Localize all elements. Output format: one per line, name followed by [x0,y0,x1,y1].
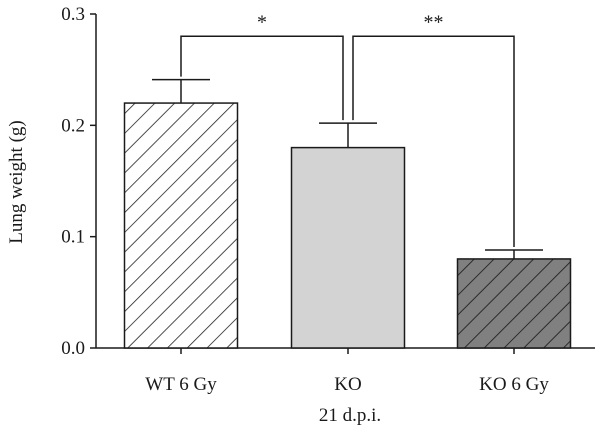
significance-brackets: * ** [180,11,515,248]
category-label: WT 6 Gy [145,374,217,395]
y-tick-label: 0.1 [61,227,85,248]
significance-bracket [352,35,515,248]
category-label: KO [334,374,361,395]
category-label: KO 6 Gy [479,374,549,395]
bar [290,146,406,349]
y-tick-label: 0.2 [61,115,85,136]
bar [123,102,239,349]
y-tick-label: 0.0 [61,338,85,359]
y-axis-title: Lung weight (g) [6,120,27,243]
significance-bracket [180,35,344,121]
x-axis-title: 21 d.p.i. [319,405,381,426]
bars: WT 6 Gy KO KO 6 Gy [123,78,572,395]
significance-label: * [257,11,267,33]
y-tick-label: 0.3 [61,4,85,25]
significance-label: ** [424,11,444,33]
bar [456,258,572,349]
